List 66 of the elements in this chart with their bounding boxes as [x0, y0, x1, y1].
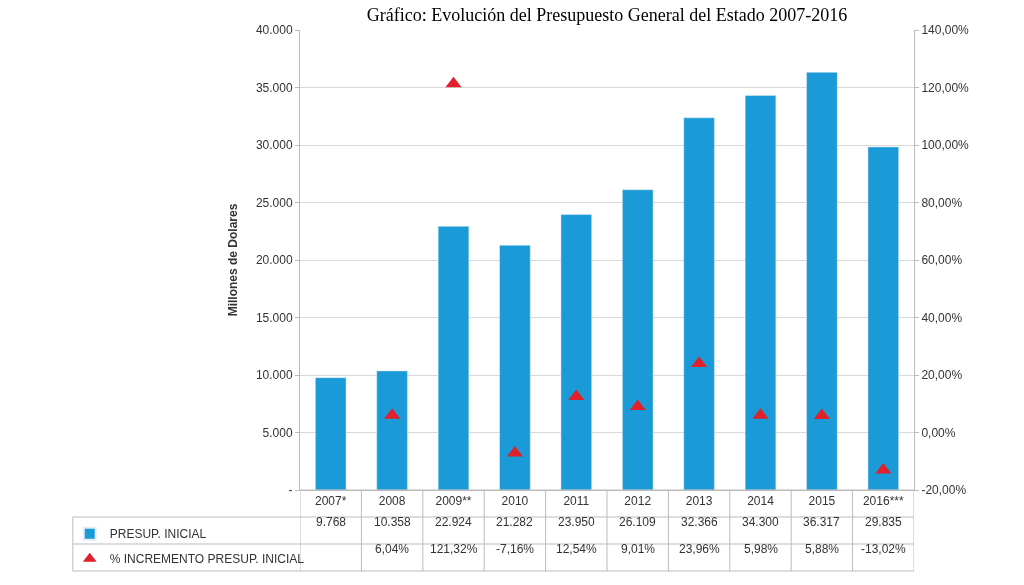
y-tick-label: - [288, 483, 293, 498]
x-tick-label: 2015 [808, 494, 836, 509]
x-tick-label: 2014 [747, 494, 775, 509]
y2-tick-label: 40,00% [921, 310, 963, 325]
y2-tick-label: 120,00% [921, 80, 970, 95]
y-tick-label: 10.000 [255, 368, 293, 383]
y2-tick-label: -20,00% [921, 483, 967, 498]
bar [744, 95, 777, 490]
bar [806, 72, 838, 490]
data-label: 12,54% [556, 542, 598, 556]
x-tick-label: 2009** [435, 494, 472, 509]
y-tick-label: 35.000 [255, 80, 293, 95]
data-label: 6,04% [375, 542, 410, 556]
x-tick-label: 2007* [315, 494, 347, 509]
bar [560, 214, 592, 490]
data-label: 21.282 [496, 515, 534, 529]
data-label: 29.835 [865, 515, 903, 529]
y-tick-label: 15.000 [255, 310, 293, 325]
data-label: 5,98% [744, 542, 779, 556]
y2-tick-label: 20,00% [921, 368, 963, 383]
data-label: -7,16% [496, 542, 535, 556]
y-axis-title: Millones de Dolares [226, 203, 241, 317]
y2-tick-label: 0,00% [921, 425, 956, 440]
data-label: 121,32% [430, 542, 478, 556]
bar [867, 146, 899, 490]
x-tick-label: 2011 [563, 494, 590, 509]
data-label: 10.358 [374, 515, 412, 529]
bar [683, 117, 715, 490]
data-label: 22.924 [435, 515, 473, 529]
y2-tick-label: 100,00% [921, 138, 970, 153]
data-label: 9,01% [621, 542, 656, 556]
data-label: -13,02% [861, 542, 907, 556]
legend-label: PRESUP. INICIAL [109, 527, 207, 542]
point [691, 356, 708, 368]
data-label: 36.317 [803, 515, 841, 529]
point [629, 399, 646, 411]
data-label: 5,88% [805, 542, 840, 556]
data-label: 9.768 [316, 515, 347, 529]
chart-title: Gráfico: Evolución del Presupuesto General del Estado 2007-2016 [366, 5, 848, 26]
y2-tick-label: 140,00% [921, 23, 970, 38]
y2-tick-label: 80,00% [921, 195, 963, 210]
bar [315, 377, 347, 490]
bar [622, 189, 654, 490]
data-label: 34.300 [742, 515, 780, 529]
data-label: 26.109 [619, 515, 657, 529]
point [445, 76, 462, 88]
y-tick-label: 20.000 [255, 253, 293, 268]
x-tick-label: 2012 [624, 494, 652, 509]
bar [499, 245, 531, 490]
data-label: 23.950 [558, 515, 596, 529]
bar [437, 226, 470, 490]
x-tick-label: 2008 [378, 494, 406, 509]
y-tick-label: 25.000 [255, 195, 293, 210]
data-label: 32.366 [681, 515, 719, 529]
y-tick-label: 30.000 [255, 138, 293, 153]
x-tick-label: 2013 [685, 494, 713, 509]
y2-tick-label: 60,00% [921, 253, 963, 268]
point [813, 408, 830, 420]
x-tick-label: 2010 [501, 494, 529, 509]
y-tick-label: 5.000 [262, 425, 293, 440]
y-tick-label: 40.000 [255, 23, 293, 38]
data-label: 23,96% [679, 542, 721, 556]
bar [376, 370, 408, 490]
legend-label: % INCREMENTO PRESUP. INICIAL [109, 552, 305, 567]
x-tick-label: 2016*** [862, 494, 904, 509]
point [875, 462, 892, 474]
